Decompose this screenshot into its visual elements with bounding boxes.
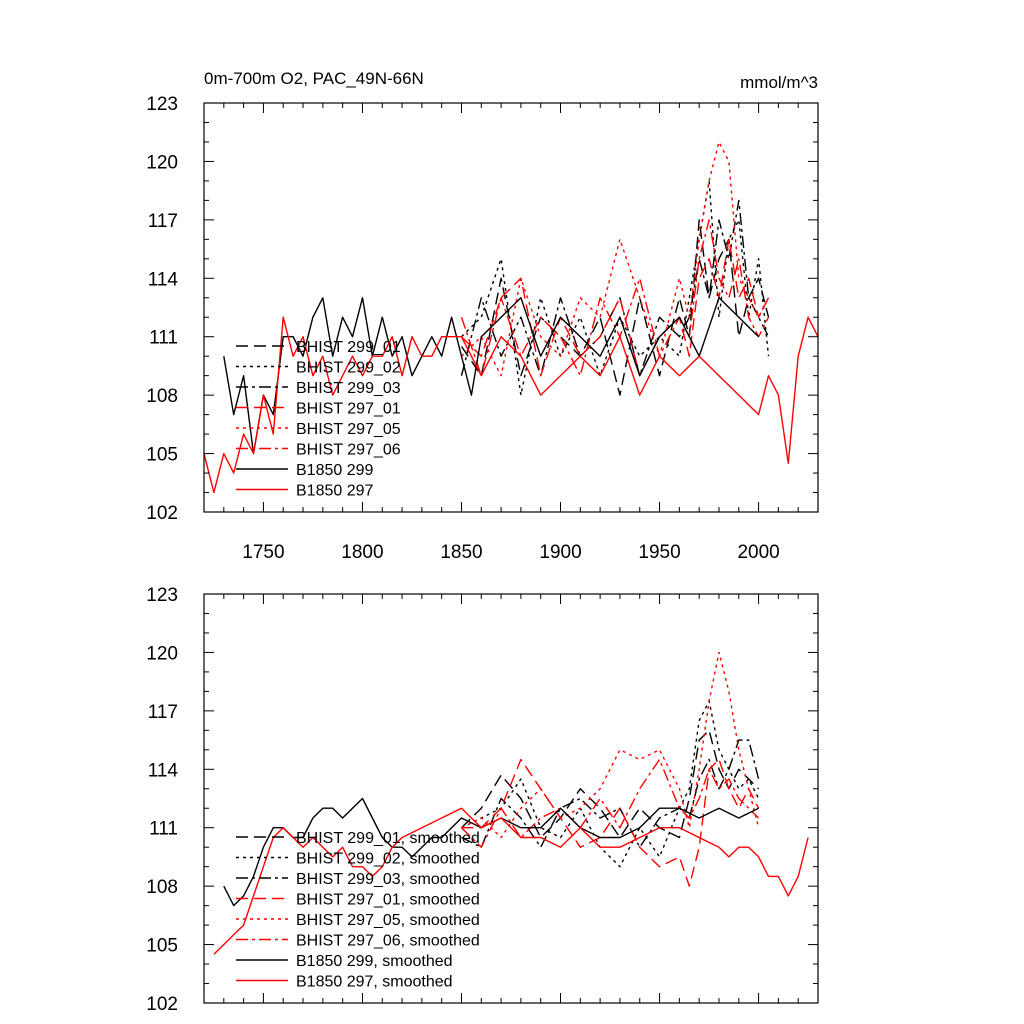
series-line-2 bbox=[461, 700, 760, 868]
series-line-8 bbox=[213, 807, 809, 955]
legend-label: BHIST 299_01, smoothed bbox=[296, 830, 480, 847]
y-tick-label: 105 bbox=[146, 936, 178, 957]
top-panel-lines bbox=[204, 141, 818, 494]
plot-frame bbox=[203, 102, 819, 513]
series-line-6 bbox=[461, 758, 760, 848]
y-tick-label: 117 bbox=[148, 702, 178, 723]
y-tick-label: 114 bbox=[148, 269, 179, 290]
y-tick-label: 123 bbox=[146, 585, 178, 606]
y-tick-label: 120 bbox=[146, 152, 178, 173]
x-tick-label: 1950 bbox=[638, 542, 680, 563]
top-panel-units: mmol/m^3 bbox=[740, 73, 818, 92]
legend-label: B1850 297 bbox=[296, 483, 374, 500]
bottom-panel: 102 105 108 111 114 117 120 123 BHIST 299_01, s… bbox=[146, 585, 819, 1015]
legend-label: BHIST 299_03 bbox=[296, 380, 401, 397]
series-line-8 bbox=[204, 316, 818, 494]
legend-label: B1850 297, smoothed bbox=[296, 974, 453, 991]
x-tick-label: 1750 bbox=[242, 542, 284, 563]
series-line-5 bbox=[461, 141, 770, 377]
series-line-5 bbox=[461, 651, 760, 839]
series-line-4 bbox=[461, 758, 760, 887]
legend-label: BHIST 299_02 bbox=[296, 360, 401, 377]
legend-label: BHIST 297_05 bbox=[296, 421, 401, 438]
legend-label: BHIST 297_06 bbox=[296, 442, 401, 459]
y-tick-label: 102 bbox=[146, 503, 178, 524]
series-line-3 bbox=[461, 739, 760, 848]
series-line-1 bbox=[460, 219, 770, 396]
y-tick-label: 120 bbox=[146, 643, 178, 664]
bottom-panel-lines bbox=[213, 651, 809, 955]
series-line-4 bbox=[461, 238, 770, 377]
legend-label: B1850 299 bbox=[296, 462, 374, 479]
y-tick-label: 117 bbox=[148, 211, 178, 232]
x-tick-label: 1900 bbox=[539, 542, 581, 563]
y-tick-label: 123 bbox=[146, 94, 178, 115]
y-tick-label: 108 bbox=[146, 386, 178, 407]
y-tick-label: 108 bbox=[146, 877, 178, 898]
plot-frame bbox=[203, 593, 819, 1004]
y-tick-label: 102 bbox=[146, 994, 178, 1015]
legend-label: BHIST 297_05, smoothed bbox=[296, 912, 480, 929]
series-line-2 bbox=[461, 180, 770, 396]
legend-label: BHIST 299_01 bbox=[296, 339, 401, 356]
legend-label: B1850 299, smoothed bbox=[296, 953, 453, 970]
y-tick-label: 105 bbox=[146, 445, 178, 466]
x-tick-label: 1850 bbox=[440, 542, 482, 563]
legend-label: BHIST 299_02, smoothed bbox=[296, 851, 480, 868]
legend-label: BHIST 297_01 bbox=[296, 401, 401, 418]
top-panel-title: 0m-700m O2, PAC_49N-66N bbox=[204, 69, 424, 88]
legend-label: BHIST 297_06, smoothed bbox=[296, 933, 480, 950]
x-tick-label: 1800 bbox=[341, 542, 383, 563]
top-panel: 0m-700m O2, PAC_49N-66N mmol/m^3 1750 180… bbox=[146, 69, 819, 563]
bottom-panel-legend: BHIST 299_01, smoothed BHIST 299_02, smoo… bbox=[236, 830, 480, 991]
bottom-panel-axes: 102 105 108 111 114 117 120 123 bbox=[146, 585, 819, 1015]
y-tick-label: 111 bbox=[149, 819, 178, 840]
series-line-3 bbox=[460, 199, 770, 377]
top-panel-legend: BHIST 299_01 BHIST 299_02 BHIST 299_03 BHIS… bbox=[236, 339, 401, 500]
series-line-1 bbox=[461, 729, 760, 839]
top-panel-axes: 1750 1800 1850 1900 1950 2000 102 105 108 111 114 1… bbox=[146, 94, 819, 563]
legend-label: BHIST 297_01, smoothed bbox=[296, 892, 480, 909]
y-tick-label: 111 bbox=[149, 328, 178, 349]
y-tick-label: 114 bbox=[148, 760, 179, 781]
legend-label: BHIST 299_03, smoothed bbox=[296, 871, 480, 888]
series-line-6 bbox=[460, 219, 770, 377]
x-tick-label: 2000 bbox=[737, 542, 779, 563]
